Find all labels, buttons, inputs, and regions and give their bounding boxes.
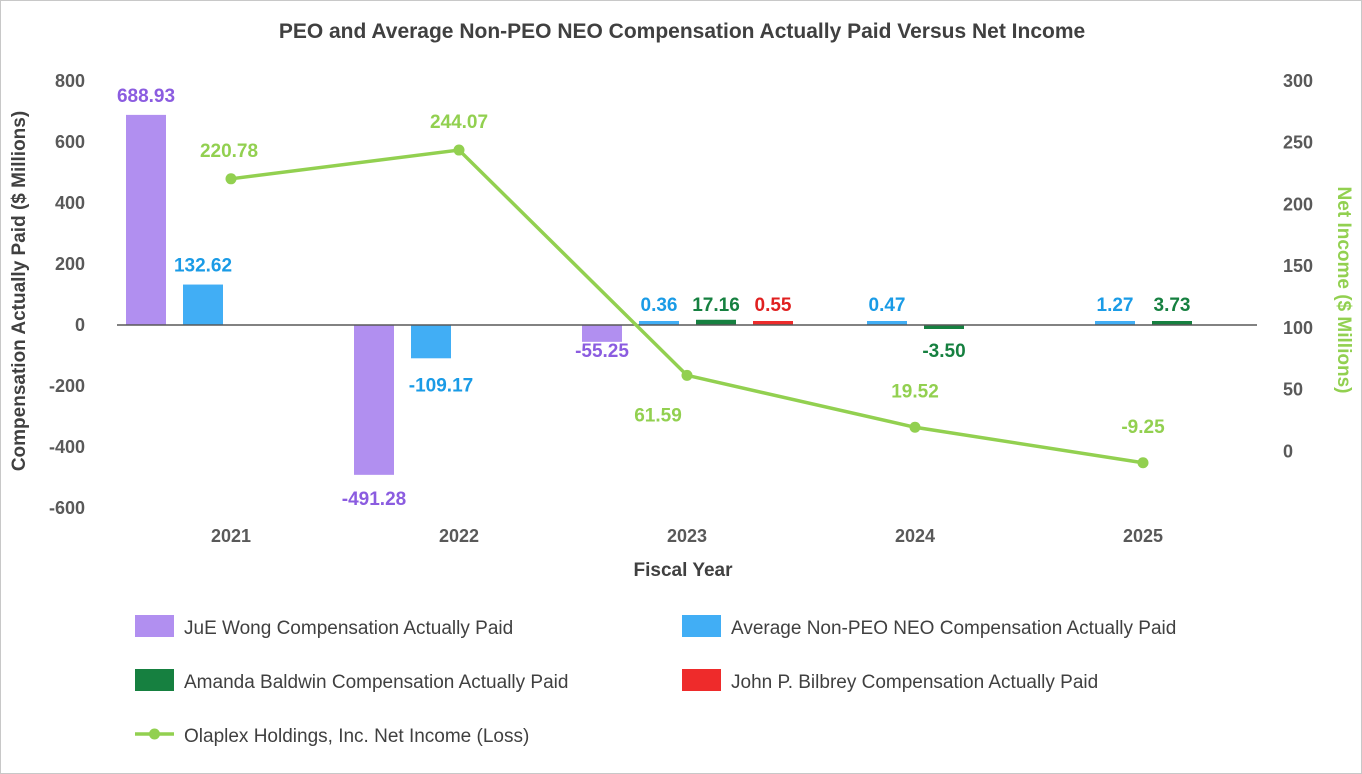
y2-tick-label: 50 [1283,380,1303,400]
y-tick-label: 0 [75,315,85,335]
bar-jue [126,114,166,326]
bar-jue [354,325,394,475]
chart-title: PEO and Average Non-PEO NEO Compensation… [279,20,1085,43]
bar-amanda [1152,321,1192,325]
x-tick-label: 2021 [211,526,251,546]
x-tick-label: 2022 [439,526,479,546]
bar-average [867,321,907,325]
y2-tick-label: 150 [1283,256,1313,276]
y2-tick-label: 100 [1283,318,1313,338]
y2-tick-label: 200 [1283,194,1313,214]
x-tick-label: 2023 [667,526,707,546]
data-label: 688.93 [117,86,175,107]
data-label: 244.07 [430,112,488,133]
data-label: -3.50 [922,341,965,362]
legend-swatch [135,669,174,691]
x-tick-label: 2025 [1123,526,1163,546]
data-label: 17.16 [692,295,740,316]
legend-swatch [682,615,721,637]
legend-label: Average Non-PEO NEO Compensation Actuall… [731,618,1176,639]
legend-label: Amanda Baldwin Compensation Actually Pai… [184,672,568,693]
y2-tick-label: 300 [1283,71,1313,91]
y2-tick-label: 250 [1283,133,1313,153]
data-label: 19.52 [891,381,939,402]
y2-axis-title: Net Income ($ Millions) [1333,187,1354,394]
y-tick-label: 800 [55,71,85,91]
net-income-point [909,421,921,433]
bar-average [411,325,451,359]
y-tick-label: 400 [55,193,85,213]
bar-average [639,321,679,325]
legend-label: JuE Wong Compensation Actually Paid [184,618,513,639]
x-axis-title: Fiscal Year [634,560,734,581]
bar-average [183,284,223,325]
legend-swatch [135,615,174,637]
legend-swatch [682,669,721,691]
y-tick-label: -600 [49,498,85,518]
data-label: -491.28 [342,489,406,510]
bar-jue [582,325,622,342]
data-label: 132.62 [174,256,232,277]
y-tick-label: -200 [49,376,85,396]
data-label: 0.55 [755,295,792,316]
net-income-point [1137,457,1149,469]
y2-tick-label: 0 [1283,441,1293,461]
data-label: 1.27 [1097,295,1134,316]
data-label: 3.73 [1154,295,1191,316]
bar-amanda [924,325,964,329]
net-income-point [453,144,465,156]
data-label: 220.78 [200,141,258,162]
x-tick-label: 2024 [895,526,935,546]
y-tick-label: 200 [55,254,85,274]
y-tick-label: 600 [55,132,85,152]
data-label: 0.36 [641,295,678,316]
data-label: 61.59 [634,405,682,426]
bar-john [753,321,793,325]
y-tick-label: -400 [49,437,85,457]
data-label: -109.17 [409,375,473,396]
bar-average [1095,321,1135,325]
data-label: -55.25 [575,341,629,362]
bar-amanda [696,319,736,325]
legend-swatch-marker [149,728,160,740]
data-label: 0.47 [869,295,906,316]
data-label: -9.25 [1121,417,1165,438]
net-income-point [225,173,237,185]
legend-label: John P. Bilbrey Compensation Actually Pa… [731,672,1098,693]
net-income-point [681,369,693,381]
legend-label: Olaplex Holdings, Inc. Net Income (Loss) [184,726,529,747]
y-axis-title: Compensation Actually Paid ($ Millions) [9,111,30,471]
